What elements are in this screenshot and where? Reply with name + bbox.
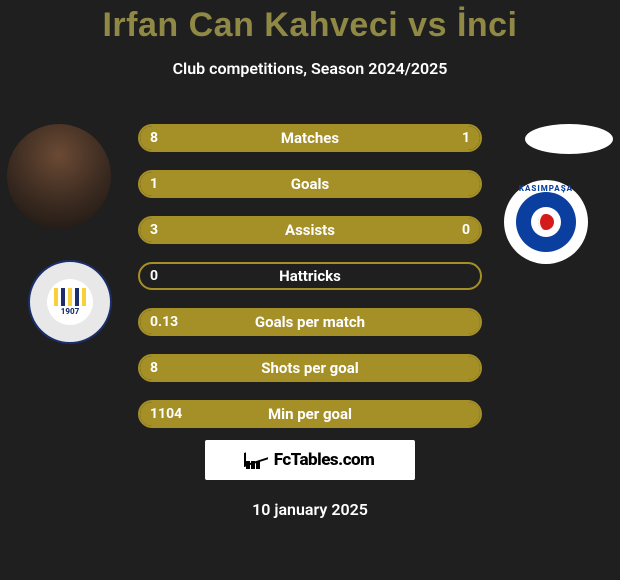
club-core	[516, 192, 576, 252]
page-title: Irfan Can Kahveci vs İnci	[0, 0, 620, 45]
stat-row: 8Shots per goal	[138, 354, 482, 382]
player2-club-logo: KASIMPAŞA	[504, 180, 588, 264]
player2-portrait	[525, 124, 613, 154]
page-subtitle: Club competitions, Season 2024/2025	[0, 59, 620, 78]
crescent-star-icon	[538, 214, 554, 230]
generation-date: 10 january 2025	[0, 500, 620, 519]
stat-label: Matches	[138, 129, 482, 147]
club-ring: 1907	[28, 260, 112, 344]
player1-club-logo: 1907	[28, 260, 112, 344]
stat-row: 1Goals	[138, 170, 482, 198]
source-badge-text: FcTables.com	[274, 450, 375, 470]
stat-label: Shots per goal	[138, 359, 482, 377]
stat-label: Assists	[138, 221, 482, 239]
club-disc: KASIMPAŞA	[504, 180, 588, 264]
stat-label: Min per goal	[138, 405, 482, 423]
player1-portrait	[7, 124, 111, 228]
stat-label: Goals	[138, 175, 482, 193]
stats-bars: 81Matches 1Goals 30Assists 0Hattricks 0.13Go…	[138, 124, 482, 446]
stat-row: 30Assists	[138, 216, 482, 244]
stat-row: 1104Min per goal	[138, 400, 482, 428]
club-stripes-icon	[54, 288, 86, 306]
stat-row: 81Matches	[138, 124, 482, 152]
source-badge[interactable]: FcTables.com	[205, 440, 415, 480]
club-inner: 1907	[47, 279, 93, 325]
stat-label: Hattricks	[138, 267, 482, 285]
fctables-logo-icon	[246, 451, 268, 469]
stat-row: 0Hattricks	[138, 262, 482, 290]
club-inner-circle	[531, 207, 561, 237]
stat-row: 0.13Goals per match	[138, 308, 482, 336]
player1-name: Irfan Can Kahveci	[102, 6, 398, 44]
comparison-card: Irfan Can Kahveci vs İnci Club competiti…	[0, 0, 620, 580]
vs-separator: vs	[408, 6, 447, 44]
player2-name: İnci	[457, 6, 518, 44]
club-year: 1907	[61, 307, 79, 316]
stat-label: Goals per match	[138, 313, 482, 331]
